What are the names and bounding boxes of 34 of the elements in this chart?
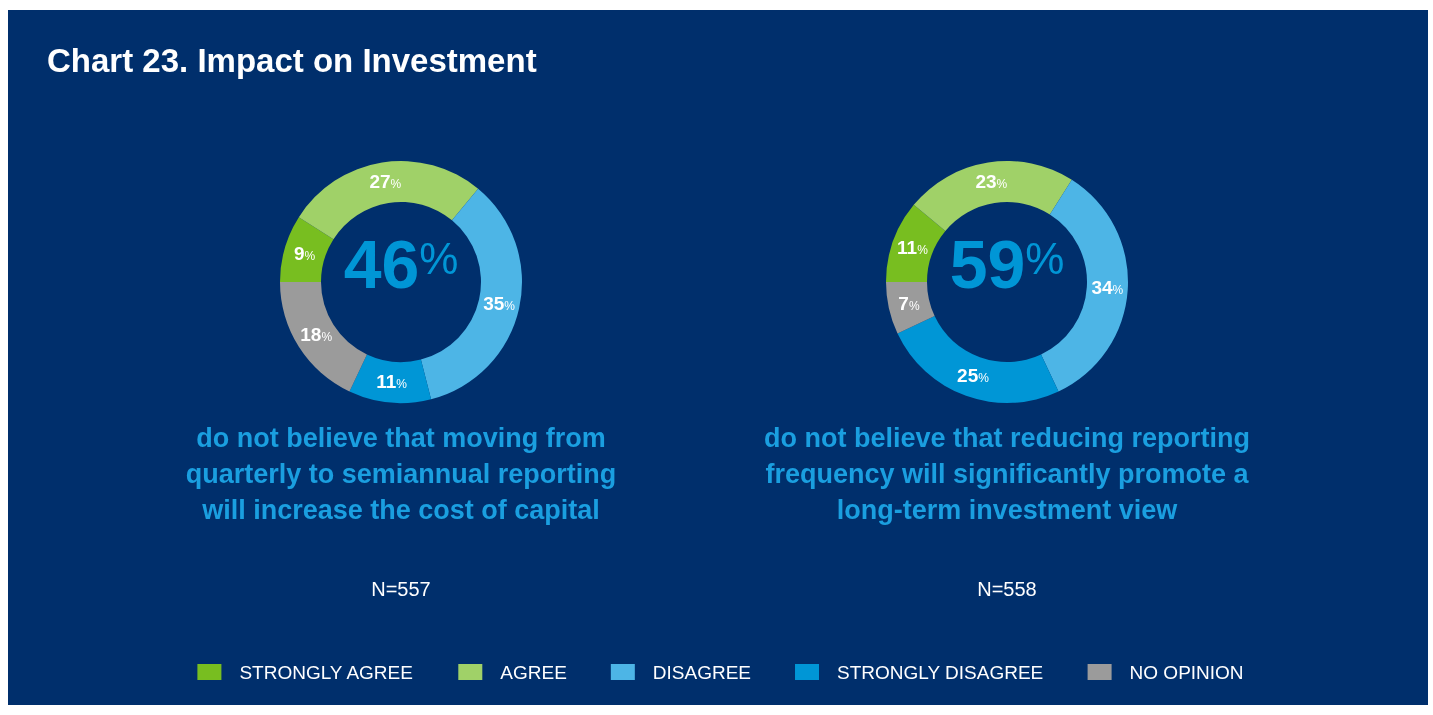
data-label: 34% [1091,276,1124,298]
legend-label: AGREE [500,661,567,683]
donut-slice [420,188,522,400]
text: do not believe that moving from [196,423,606,453]
legend-label: STRONGLY DISAGREE [837,661,1044,683]
donut-slice [349,354,432,403]
data-label: 23% [975,171,1008,193]
donut-slice [886,282,935,334]
text: 46% [343,225,459,302]
text: quarterly to semiannual reporting [185,459,617,489]
data-label: 11% [897,236,929,258]
text: N=557 [371,578,431,600]
text: 59% [949,225,1065,302]
data-label: 25% [957,365,990,387]
legend-label: NO OPINION [1129,661,1244,683]
donut-slice [897,316,1059,403]
data-label: 18% [300,324,333,346]
text: will increase the cost of capital [201,495,600,525]
data-label: 11% [376,370,408,392]
data-label: 35% [483,292,516,314]
text: frequency will significantly promote a [765,459,1250,489]
donut-slice [298,161,479,240]
donut-slice [913,161,1072,232]
text: N=558 [977,578,1037,600]
data-label: 27% [369,171,402,193]
donut-slice [886,204,946,282]
chart-title: Chart 23. Impact on Investment [47,42,537,79]
data-label: 7% [898,292,920,314]
text: do not believe that reducing reporting [763,423,1251,453]
text: long-term investment view [836,495,1179,525]
legend-label: STRONGLY AGREE [239,661,413,683]
donut-slice [280,217,334,282]
legend-label: DISAGREE [652,661,752,683]
data-label: 9% [293,242,316,264]
